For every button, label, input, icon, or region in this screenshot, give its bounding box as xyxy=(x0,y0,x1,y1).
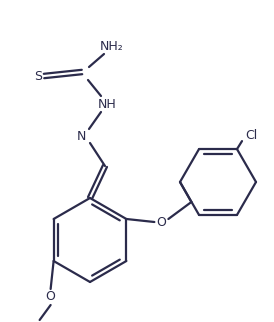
Text: NH: NH xyxy=(98,98,116,110)
Text: O: O xyxy=(156,215,166,229)
Text: O: O xyxy=(46,290,56,304)
Text: Cl: Cl xyxy=(245,128,257,142)
Text: NH₂: NH₂ xyxy=(100,40,124,52)
Text: S: S xyxy=(34,70,42,82)
Text: N: N xyxy=(77,129,86,143)
